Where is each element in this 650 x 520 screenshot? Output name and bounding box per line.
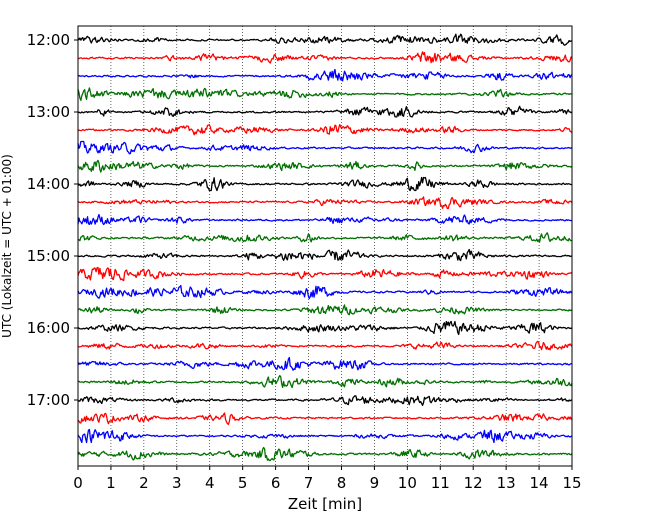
x-tick-label: 0	[73, 474, 83, 492]
trace-1300	[77, 105, 573, 118]
trace-1245	[77, 87, 573, 102]
x-tick-label: 13	[497, 474, 516, 492]
trace-1230	[77, 68, 573, 82]
trace-1400	[77, 176, 573, 192]
y-ticks: 12:00 13:00 14:00 15:00 16:00 17:00	[27, 31, 78, 409]
x-tick-label: 1	[106, 474, 116, 492]
plot-frame	[77, 25, 573, 467]
trace-1445	[77, 232, 573, 243]
trace-1215	[77, 51, 573, 64]
trace-1430	[77, 213, 573, 226]
y-tick-label: 14:00	[27, 175, 70, 193]
x-tick-label: 4	[205, 474, 215, 492]
trace-1700	[77, 395, 573, 406]
trace-1345	[77, 159, 573, 173]
trace-1745	[77, 446, 573, 462]
y-axis-label: UTC (Lokalzeit = UTC + 01:00)	[0, 154, 14, 338]
trace-1645	[77, 374, 573, 389]
y-tick-label: 17:00	[27, 391, 70, 409]
trace-1600	[77, 320, 573, 336]
trace-1330	[77, 140, 573, 155]
trace-1315	[77, 124, 573, 136]
y-tick-label: 13:00	[27, 103, 70, 121]
x-tick-label: 15	[562, 474, 581, 492]
x-tick-label: 14	[530, 474, 549, 492]
x-tick-label: 9	[370, 474, 380, 492]
x-tick-label: 11	[431, 474, 450, 492]
x-ticks: 0 1 2 3 4 5 6 7 8 9 10 11 12 13 14 15	[73, 466, 582, 492]
x-tick-label: 5	[238, 474, 248, 492]
x-axis-label: Zeit [min]	[288, 495, 362, 513]
traces	[77, 33, 573, 462]
trace-1715	[77, 412, 573, 426]
x-tick-label: 12	[464, 474, 483, 492]
grid-lines	[110, 26, 540, 466]
x-tick-label: 10	[398, 474, 417, 492]
trace-1730	[77, 428, 573, 444]
trace-1515	[77, 266, 573, 282]
x-tick-label: 3	[172, 474, 182, 492]
trace-1415	[77, 196, 573, 210]
y-tick-label: 16:00	[27, 319, 70, 337]
x-tick-label: 8	[337, 474, 347, 492]
trace-1630	[77, 356, 573, 371]
trace-1200	[77, 33, 573, 46]
x-tick-label: 6	[271, 474, 281, 492]
y-tick-label: 12:00	[27, 31, 70, 49]
trace-1545	[77, 304, 573, 316]
y-tick-label: 15:00	[27, 247, 70, 265]
trace-1615	[77, 340, 573, 351]
x-tick-label: 7	[304, 474, 314, 492]
trace-1530	[77, 284, 573, 300]
x-tick-label: 2	[139, 474, 149, 492]
trace-1500	[77, 248, 573, 262]
